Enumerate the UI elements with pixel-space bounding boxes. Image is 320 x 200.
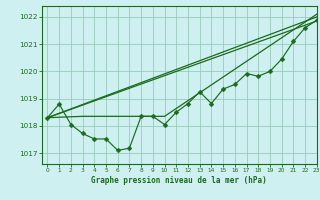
X-axis label: Graphe pression niveau de la mer (hPa): Graphe pression niveau de la mer (hPa) — [91, 176, 267, 185]
